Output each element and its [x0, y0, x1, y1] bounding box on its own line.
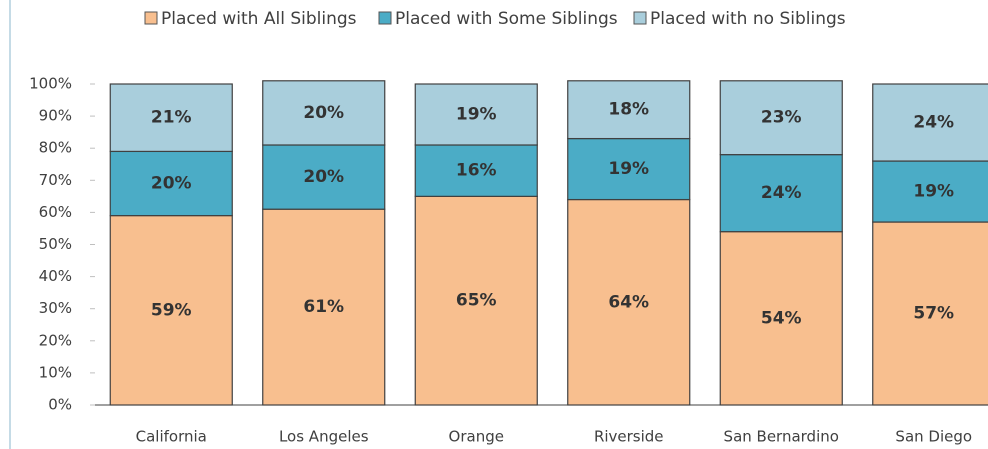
- data-label: 65%: [456, 291, 497, 311]
- data-label: 57%: [913, 304, 954, 324]
- x-tick-label: Riverside: [594, 428, 664, 446]
- bar-segment: [414, 195, 538, 406]
- x-tick-label: Los Angeles: [279, 428, 369, 446]
- legend-swatch: [378, 11, 392, 25]
- data-label: 21%: [151, 108, 192, 128]
- x-tick-label: Orange: [449, 428, 504, 446]
- data-label: 59%: [151, 300, 192, 320]
- y-tick-label: 10%: [39, 363, 72, 381]
- legend-swatch: [144, 11, 158, 25]
- data-label: 54%: [761, 308, 802, 328]
- bar-segment: [414, 144, 538, 197]
- data-label: 20%: [151, 174, 192, 194]
- y-tick-label: 90%: [39, 107, 72, 125]
- legend-label: Placed with Some Siblings: [395, 9, 618, 29]
- data-label: 16%: [456, 161, 497, 181]
- bar-segment: [719, 80, 843, 156]
- legend-label: Placed with no Siblings: [650, 9, 846, 29]
- x-tick-label: San Bernardino: [724, 428, 839, 446]
- data-label: 19%: [913, 182, 954, 202]
- data-label: 18%: [608, 100, 649, 120]
- data-label: 19%: [456, 104, 497, 124]
- bar-segment: [719, 154, 843, 233]
- bar-segment: [262, 80, 386, 146]
- bar-segment: [567, 198, 691, 406]
- x-tick-label: San Diego: [895, 428, 972, 446]
- data-label: 24%: [913, 113, 954, 133]
- legend-swatch: [633, 11, 647, 25]
- bar-segment: [262, 144, 386, 210]
- y-tick-label: 70%: [39, 171, 72, 189]
- bar-segment: [567, 80, 691, 140]
- bar-segment: [872, 160, 988, 223]
- y-tick-label: 100%: [29, 75, 72, 93]
- data-label: 19%: [608, 159, 649, 179]
- y-tick-label: 50%: [39, 235, 72, 253]
- bar-segment: [109, 83, 233, 153]
- y-tick-label: 0%: [48, 396, 72, 414]
- data-label: 61%: [303, 297, 344, 317]
- bar-segment: [872, 83, 988, 162]
- bar-segment: [414, 83, 538, 146]
- data-label: 20%: [303, 103, 344, 123]
- legend-label: Placed with All Siblings: [161, 9, 357, 29]
- data-label: 20%: [303, 167, 344, 187]
- y-tick-label: 30%: [39, 299, 72, 317]
- y-tick-label: 80%: [39, 139, 72, 157]
- bar-segment: [872, 221, 988, 406]
- y-tick-label: 60%: [39, 203, 72, 221]
- bar-segment: [109, 215, 233, 406]
- y-tick-label: 20%: [39, 331, 72, 349]
- data-label: 23%: [761, 108, 802, 128]
- x-tick-label: California: [136, 428, 207, 446]
- bar-segment: [567, 137, 691, 201]
- data-label: 64%: [608, 292, 649, 312]
- y-tick-label: 40%: [39, 267, 72, 285]
- data-label: 24%: [761, 183, 802, 203]
